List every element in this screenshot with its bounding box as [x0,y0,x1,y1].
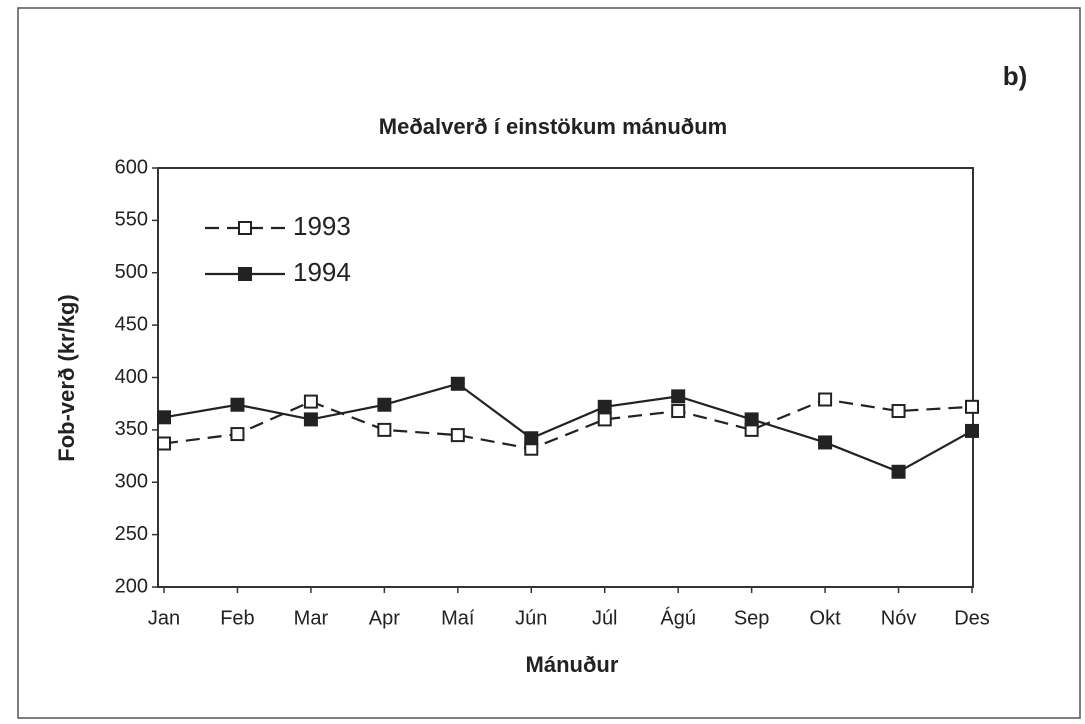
point [671,404,686,419]
x-tick-label: Okt [810,607,842,629]
x-tick-label: Maí [441,607,475,629]
y-tick-label: 250 [115,523,148,545]
point [230,397,245,412]
point [744,412,759,427]
y-tick-label: 200 [115,575,148,597]
legend-marker [238,267,252,281]
chart-title: Meðalverð í einstökum mánuðum [379,114,727,139]
point [891,464,906,479]
x-tick-label: Des [954,607,990,629]
point [157,436,171,451]
point [303,412,318,427]
y-tick-label: 500 [115,261,148,283]
point [524,431,539,446]
point [450,376,465,391]
point [891,404,906,419]
point [377,422,392,437]
x-tick-label: Nóv [881,607,917,629]
legend-label: 1994 [293,257,351,287]
x-axis-label: Mánuður [526,652,619,677]
x-tick-label: Ágú [660,606,696,629]
series-line [163,382,973,473]
point [818,392,833,407]
x-tick-label: Júl [592,607,618,629]
y-tick-label: 600 [115,156,148,178]
point [597,412,612,427]
legend-label: 1993 [293,211,351,241]
point [230,427,245,442]
x-tick-label: Jún [515,607,547,629]
series-line [163,398,973,450]
y-axis-label: Fob-verð (kr/kg) [54,294,79,461]
legend-marker [238,221,252,235]
x-tick-label: Jan [148,607,180,629]
point [818,435,833,450]
point [157,410,171,425]
point [377,397,392,412]
y-tick-label: 300 [115,471,148,493]
x-tick-label: Apr [369,607,400,629]
point [965,423,979,438]
y-tick-label: 450 [115,313,148,335]
x-tick-label: Mar [294,607,329,629]
frame [17,7,1081,719]
y-tick-label: 400 [115,366,148,388]
plot-area [157,167,974,588]
panel-label: b) [1003,61,1028,91]
point [965,399,979,414]
point [671,389,686,404]
point [450,428,465,443]
x-tick-label: Feb [220,607,254,629]
point [597,399,612,414]
x-tick-label: Sep [734,607,770,629]
y-tick-label: 550 [115,209,148,231]
y-tick-label: 350 [115,418,148,440]
point [303,394,318,409]
